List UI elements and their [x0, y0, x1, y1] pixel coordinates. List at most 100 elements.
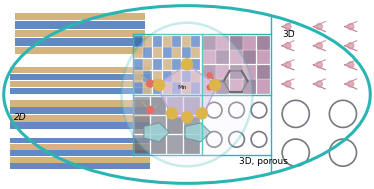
- Bar: [217, 36, 229, 50]
- Bar: [184, 97, 200, 115]
- Bar: [217, 50, 229, 64]
- Bar: [163, 71, 172, 82]
- Circle shape: [285, 43, 291, 49]
- Polygon shape: [157, 64, 217, 117]
- Bar: [10, 67, 150, 73]
- Bar: [10, 157, 150, 163]
- Bar: [10, 74, 150, 80]
- Bar: [10, 150, 150, 156]
- Bar: [10, 138, 150, 143]
- Circle shape: [196, 108, 208, 119]
- Ellipse shape: [122, 23, 252, 166]
- Bar: [217, 65, 229, 79]
- Circle shape: [207, 73, 212, 78]
- Circle shape: [285, 81, 291, 87]
- Bar: [15, 38, 145, 46]
- Bar: [230, 36, 243, 50]
- Bar: [172, 71, 181, 82]
- Text: 3D, porous: 3D, porous: [239, 156, 288, 166]
- Bar: [143, 47, 153, 58]
- Bar: [163, 47, 172, 58]
- Circle shape: [316, 62, 322, 68]
- Circle shape: [316, 24, 322, 29]
- Bar: [203, 36, 216, 50]
- Bar: [230, 50, 243, 64]
- Circle shape: [348, 43, 354, 49]
- Bar: [15, 21, 145, 29]
- Bar: [153, 71, 162, 82]
- Bar: [10, 81, 150, 87]
- Bar: [134, 71, 143, 82]
- Bar: [163, 36, 172, 47]
- Bar: [182, 71, 191, 82]
- Bar: [184, 136, 200, 154]
- Bar: [182, 47, 191, 58]
- Circle shape: [316, 81, 322, 87]
- Text: 3D: 3D: [282, 30, 295, 40]
- Polygon shape: [144, 123, 169, 142]
- Circle shape: [207, 85, 212, 90]
- Bar: [15, 30, 145, 37]
- Bar: [257, 79, 270, 94]
- Bar: [243, 65, 256, 79]
- Polygon shape: [185, 123, 210, 142]
- Bar: [153, 82, 162, 94]
- Bar: [10, 88, 150, 94]
- Bar: [15, 47, 145, 54]
- Circle shape: [285, 24, 291, 29]
- Bar: [243, 50, 256, 64]
- Bar: [203, 65, 216, 79]
- Bar: [172, 36, 181, 47]
- Circle shape: [316, 43, 322, 49]
- Bar: [243, 36, 256, 50]
- Bar: [143, 59, 153, 70]
- Bar: [151, 136, 166, 154]
- Circle shape: [147, 80, 154, 87]
- Bar: [172, 59, 181, 70]
- Bar: [10, 115, 150, 122]
- Bar: [191, 47, 200, 58]
- Bar: [191, 59, 200, 70]
- Bar: [163, 82, 172, 94]
- Bar: [191, 82, 200, 94]
- Circle shape: [181, 112, 193, 123]
- Circle shape: [181, 59, 193, 70]
- Bar: [134, 97, 150, 115]
- Circle shape: [348, 81, 354, 87]
- Bar: [134, 82, 143, 94]
- Bar: [10, 163, 150, 169]
- Bar: [203, 50, 216, 64]
- Bar: [10, 122, 150, 129]
- Circle shape: [209, 80, 221, 91]
- Bar: [167, 116, 183, 135]
- Bar: [10, 99, 150, 106]
- Bar: [184, 116, 200, 135]
- Circle shape: [153, 80, 165, 91]
- Bar: [217, 79, 229, 94]
- Bar: [151, 97, 166, 115]
- Bar: [191, 36, 200, 47]
- Circle shape: [348, 62, 354, 68]
- Bar: [230, 65, 243, 79]
- Bar: [182, 36, 191, 47]
- Bar: [153, 36, 162, 47]
- Bar: [134, 116, 150, 135]
- Bar: [134, 136, 150, 154]
- Bar: [167, 136, 183, 154]
- Bar: [230, 79, 243, 94]
- Bar: [182, 59, 191, 70]
- Bar: [10, 107, 150, 114]
- Bar: [153, 59, 162, 70]
- Bar: [191, 71, 200, 82]
- Circle shape: [348, 24, 354, 29]
- Bar: [134, 59, 143, 70]
- Circle shape: [285, 62, 291, 68]
- Text: 2D: 2D: [14, 113, 27, 122]
- Bar: [163, 59, 172, 70]
- Circle shape: [166, 108, 178, 119]
- Bar: [257, 65, 270, 79]
- Bar: [172, 47, 181, 58]
- Bar: [203, 79, 216, 94]
- Bar: [153, 47, 162, 58]
- Bar: [143, 71, 153, 82]
